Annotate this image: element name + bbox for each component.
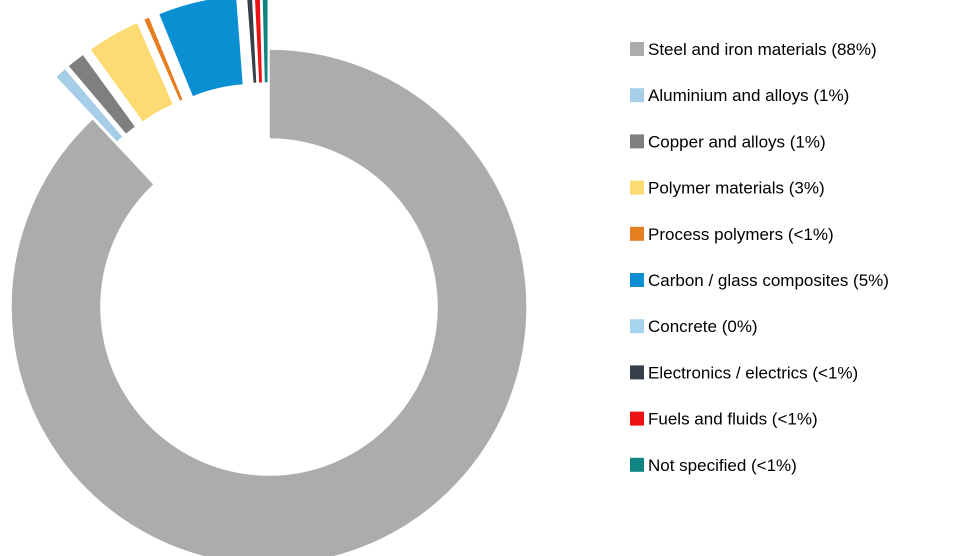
legend-item-aluminium-and-alloys: Aluminium and alloys (1%)	[630, 86, 849, 105]
legend-item-polymer-materials: Polymer materials (3%)	[630, 179, 825, 198]
donut-slices	[11, 0, 527, 556]
legend-swatch	[630, 88, 644, 102]
chart-legend: Steel and iron materials (88%) Aluminium …	[630, 40, 889, 475]
legend-item-copper-and-alloys: Copper and alloys (1%)	[630, 132, 826, 151]
legend-label: Aluminium and alloys (1%)	[648, 86, 849, 105]
legend-label: Copper and alloys (1%)	[648, 132, 826, 151]
legend-swatch	[630, 319, 644, 333]
legend-swatch	[630, 412, 644, 426]
legend-item-fuels-and-fluids: Fuels and fluids (<1%)	[630, 410, 818, 429]
legend-item-carbon-glass-composites: Carbon / glass composites (5%)	[630, 271, 889, 290]
legend-swatch	[630, 458, 644, 472]
legend-item-electronics-electrics: Electronics / electrics (<1%)	[630, 363, 858, 382]
legend-swatch	[630, 273, 644, 287]
legend-label: Electronics / electrics (<1%)	[648, 363, 858, 382]
legend-swatch	[630, 42, 644, 56]
slice-steel-and-iron-materials	[11, 49, 527, 556]
legend-label: Process polymers (<1%)	[648, 225, 834, 244]
legend-label: Polymer materials (3%)	[648, 179, 825, 198]
legend-label: Carbon / glass composites (5%)	[648, 271, 889, 290]
legend-swatch	[630, 365, 644, 379]
legend-label: Concrete (0%)	[648, 317, 758, 336]
legend-swatch	[630, 181, 644, 195]
legend-label: Steel and iron materials (88%)	[648, 40, 877, 59]
legend-label: Fuels and fluids (<1%)	[648, 410, 818, 429]
legend-item-steel-and-iron-materials: Steel and iron materials (88%)	[630, 40, 877, 59]
legend-item-not-specified: Not specified (<1%)	[630, 456, 797, 475]
legend-item-process-polymers: Process polymers (<1%)	[630, 225, 834, 244]
legend-label: Not specified (<1%)	[648, 456, 797, 475]
legend-swatch	[630, 134, 644, 148]
legend-swatch	[630, 227, 644, 241]
legend-item-concrete: Concrete (0%)	[630, 317, 758, 336]
